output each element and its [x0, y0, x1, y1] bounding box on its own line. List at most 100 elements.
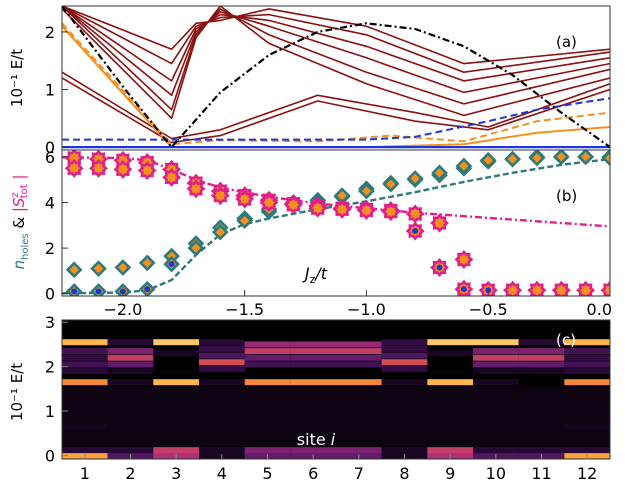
- heatmap-cell: [473, 348, 519, 355]
- panel-a-line-spectrum-4: [62, 6, 610, 73]
- panel-a: 0 1 2 (a) 10⁻¹ E/t: [8, 5, 611, 157]
- heatmap-continuum: [518, 386, 565, 447]
- heatmap-cell: [564, 361, 610, 368]
- panel-b-star-point: [113, 159, 133, 179]
- heatmap-cell: [62, 348, 108, 355]
- panel-c-xtick-label: 1: [80, 464, 90, 483]
- panel-b-star-point: [308, 198, 328, 218]
- heatmap-continuum: [473, 386, 519, 447]
- panel-b-star-point: [503, 280, 523, 296]
- heatmap-cell: [336, 354, 382, 361]
- panel-b-diamond-point: [138, 254, 156, 272]
- panel-c-xtick-label: 2: [125, 464, 135, 483]
- heatmap-cell: [564, 348, 610, 355]
- panel-b-diamond-point: [528, 150, 546, 167]
- heatmap-cell: [62, 339, 108, 346]
- panel-c-ylabel: 10⁻¹ E/t: [8, 363, 26, 421]
- panel-a-line-black-dashdot-12: [62, 6, 610, 149]
- heatmap-continuum: [336, 386, 382, 447]
- heatmap-cell: [564, 447, 610, 454]
- panel-a-label: (a): [556, 33, 577, 51]
- panel-b-blue-dot: [460, 286, 467, 293]
- heatmap-continuum: [427, 386, 473, 447]
- panel-b-star-point: [430, 213, 449, 233]
- panel-b-diamond-point: [431, 164, 448, 182]
- panel-b-line-n_holes_line: [62, 157, 610, 295]
- heatmap-cell: [153, 447, 199, 454]
- panel-b-star-point: [89, 158, 108, 178]
- heatmap-cell: [336, 379, 382, 386]
- heatmap-cell: [518, 339, 565, 346]
- heatmap-cell: [381, 339, 428, 346]
- panel-b-diamond-point: [65, 261, 83, 279]
- heatmap-cell: [381, 447, 428, 454]
- panel-b-label: (b): [556, 187, 577, 205]
- panel-b-xtick-label: −2.0: [103, 300, 142, 319]
- panel-b-xtick-label: −1.0: [347, 300, 386, 319]
- heatmap-cell: [107, 379, 154, 386]
- panel-b-diamond-point: [236, 212, 254, 230]
- panel-a-line-spectrum-2: [62, 6, 610, 97]
- panel-c-xtick-label: 6: [308, 464, 318, 483]
- heatmap-cell: [381, 379, 428, 386]
- panel-b-ytick-label: 4: [45, 193, 55, 212]
- panel-c-ytick-label: 0: [45, 446, 55, 465]
- heatmap-cell: [381, 359, 428, 366]
- panel-c-xtick-label: 3: [171, 464, 181, 483]
- panel-b-star-point: [405, 204, 425, 224]
- heatmap-cell: [244, 348, 291, 355]
- panel-b-xtick-label: 0.0: [587, 300, 612, 319]
- panel-a-line-orange-dashed-9: [62, 22, 610, 146]
- heatmap-cell: [564, 339, 610, 346]
- panel-a-line-spectrum-0: [62, 6, 610, 120]
- panel-b-blue-dot: [412, 227, 419, 234]
- heatmap-cell: [427, 350, 473, 357]
- panel-c-sitelabel: site i: [297, 430, 336, 449]
- heatmap-cell: [107, 354, 154, 361]
- panel-b-diamond-point: [406, 170, 424, 187]
- heatmap-cell: [564, 354, 610, 361]
- panel-c-xtick-label: 7: [354, 464, 364, 483]
- panel-b-diamond-point: [187, 239, 205, 257]
- panel-b-star-point: [576, 280, 596, 296]
- heatmap-cell: [473, 361, 519, 368]
- panel-b-star-point: [381, 202, 401, 222]
- heatmap-cell: [62, 354, 108, 361]
- heatmap-cell: [290, 361, 336, 368]
- panel-c-xtick-label: 12: [577, 464, 597, 483]
- panel-b-star-point: [210, 186, 230, 206]
- panel-b-star-point: [332, 199, 352, 219]
- panel-b-star-point: [454, 250, 474, 269]
- panel-b-star-point: [259, 193, 279, 212]
- panel-b-blue-dot: [168, 261, 175, 268]
- heatmap-cell: [336, 348, 382, 355]
- panel-c-xtick-label: 11: [531, 464, 551, 483]
- heatmap-continuum: [381, 386, 428, 447]
- heatmap-cell: [107, 447, 154, 454]
- heatmap-cell: [381, 365, 428, 372]
- panel-c-ytick-label: 2: [45, 358, 55, 377]
- panel-b-star-point: [600, 280, 610, 296]
- panel-b-diamond-point: [114, 259, 132, 276]
- heatmap-cell: [199, 345, 245, 352]
- heatmap-cell: [199, 352, 245, 359]
- heatmap-continuum: [153, 386, 199, 447]
- heatmap-cell: [290, 447, 336, 454]
- panel-a-line-spectrum-5: [62, 6, 610, 65]
- panel-b-diamond-point: [211, 223, 229, 241]
- panel-c-xtick-label: 9: [445, 464, 455, 483]
- heatmap-cell: [473, 379, 519, 386]
- heatmap-continuum: [62, 386, 108, 447]
- heatmap-cell: [473, 339, 519, 346]
- heatmap-cell: [107, 361, 154, 368]
- panel-c-ytick-label: 3: [45, 313, 55, 332]
- heatmap-cell: [473, 368, 519, 375]
- panel-b-xlabel: Jz/t: [302, 264, 328, 286]
- panel-b-star-point: [283, 195, 303, 215]
- heatmap-cell: [199, 379, 245, 386]
- panel-b-star-point: [235, 189, 255, 209]
- panel-a-ytick-label: 1: [45, 81, 55, 100]
- panel-b-frame: [61, 149, 611, 297]
- heatmap-cell: [62, 423, 108, 430]
- heatmap-cell: [427, 379, 473, 386]
